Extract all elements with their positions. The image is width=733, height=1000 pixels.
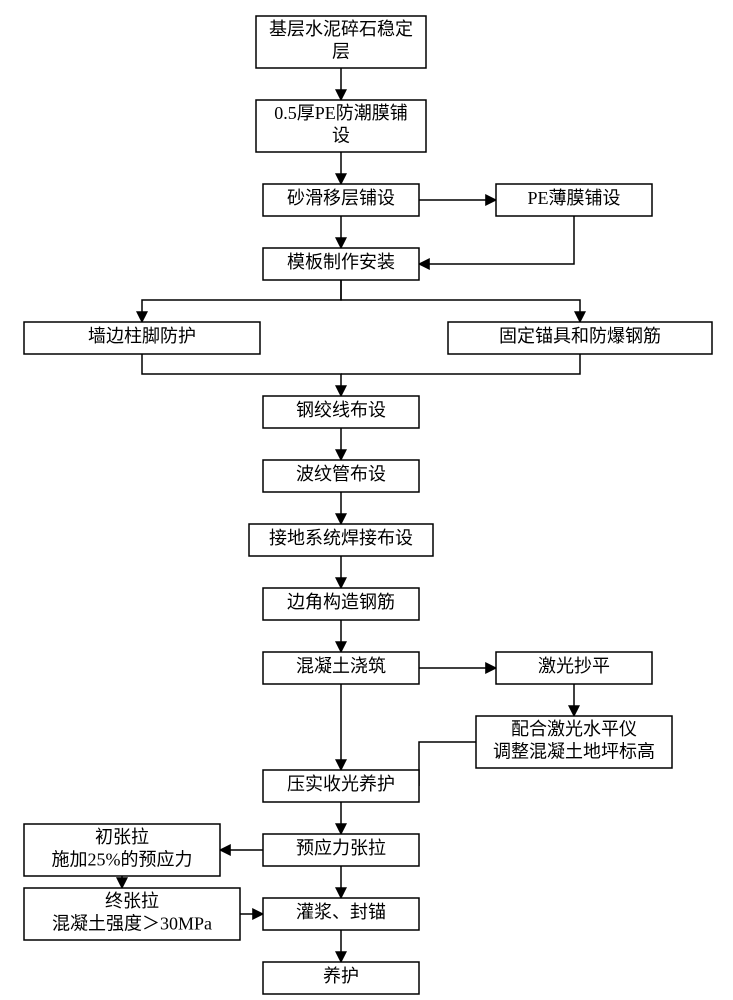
flow-node-label: 波纹管布设 <box>296 464 386 484</box>
flow-node-n10b: 激光抄平 <box>496 652 652 684</box>
flow-node-n2: 0.5厚PE防潮膜铺设 <box>256 100 426 152</box>
flow-node-label: 施加25%的预应力 <box>52 849 193 869</box>
flow-edge <box>341 354 580 374</box>
flow-node-n13: 灌浆、封锚 <box>263 898 419 930</box>
flow-edge <box>142 354 341 396</box>
flow-node-label: 墙边柱脚防护 <box>88 326 196 346</box>
flow-node-label: 调整混凝土地坪标高 <box>493 741 655 761</box>
flow-node-n10c: 配合激光水平仪调整混凝土地坪标高 <box>476 716 672 768</box>
flow-node-label: 混凝土强度＞30MPa <box>52 913 212 933</box>
flow-node-n13b: 终张拉混凝土强度＞30MPa <box>24 888 240 940</box>
flow-node-label: 边角构造钢筋 <box>287 592 395 612</box>
flow-node-label: 压实收光养护 <box>287 774 395 794</box>
flow-node-label: 混凝土浇筑 <box>296 656 386 676</box>
flow-edge <box>142 280 341 322</box>
flow-node-n3b: PE薄膜铺设 <box>496 184 652 216</box>
flow-node-label: 基层水泥碎石稳定 <box>269 19 413 39</box>
flow-node-n11: 压实收光养护 <box>263 770 419 802</box>
flow-node-label: 灌浆、封锚 <box>296 902 386 922</box>
flow-node-n12: 预应力张拉 <box>263 834 419 866</box>
flow-node-n6: 钢绞线布设 <box>263 396 419 428</box>
flow-node-label: 预应力张拉 <box>296 838 386 858</box>
flow-edge <box>419 742 476 786</box>
flow-node-label: 层 <box>332 41 350 61</box>
flow-node-label: 固定锚具和防爆钢筋 <box>499 326 661 346</box>
flow-node-n5b: 固定锚具和防爆钢筋 <box>448 322 712 354</box>
flow-edge <box>341 280 580 322</box>
flow-node-label: 接地系统焊接布设 <box>269 528 413 548</box>
flow-node-n10: 混凝土浇筑 <box>263 652 419 684</box>
flow-node-n12b: 初张拉施加25%的预应力 <box>24 824 220 876</box>
flow-node-n1: 基层水泥碎石稳定层 <box>256 16 426 68</box>
flowchart-canvas: 基层水泥碎石稳定层 0.5厚PE防潮膜铺设砂滑移层铺设 PE薄膜铺设模板制作安装墙边… <box>0 0 733 1000</box>
flow-node-label: 模板制作安装 <box>287 252 395 272</box>
flow-node-label: 配合激光水平仪 <box>511 719 637 739</box>
flow-node-n14: 养护 <box>263 962 419 994</box>
flow-node-label: 养护 <box>323 966 359 986</box>
flow-node-n9: 边角构造钢筋 <box>263 588 419 620</box>
flow-node-label: PE薄膜铺设 <box>527 188 620 208</box>
flow-node-label: 激光抄平 <box>538 656 610 676</box>
flow-node-n7: 波纹管布设 <box>263 460 419 492</box>
flow-node-label: 0.5厚PE防潮膜铺 <box>274 103 408 123</box>
flow-node-label: 设 <box>332 125 350 145</box>
flow-node-n3: 砂滑移层铺设 <box>263 184 419 216</box>
flow-node-label: 砂滑移层铺设 <box>287 188 395 208</box>
flow-node-label: 钢绞线布设 <box>296 400 386 420</box>
flow-node-n8: 接地系统焊接布设 <box>249 524 433 556</box>
flow-node-n5a: 墙边柱脚防护 <box>24 322 260 354</box>
flow-node-label: 终张拉 <box>105 891 159 911</box>
flow-node-n4: 模板制作安装 <box>263 248 419 280</box>
flow-node-label: 初张拉 <box>95 827 149 847</box>
flow-edge <box>419 216 574 264</box>
